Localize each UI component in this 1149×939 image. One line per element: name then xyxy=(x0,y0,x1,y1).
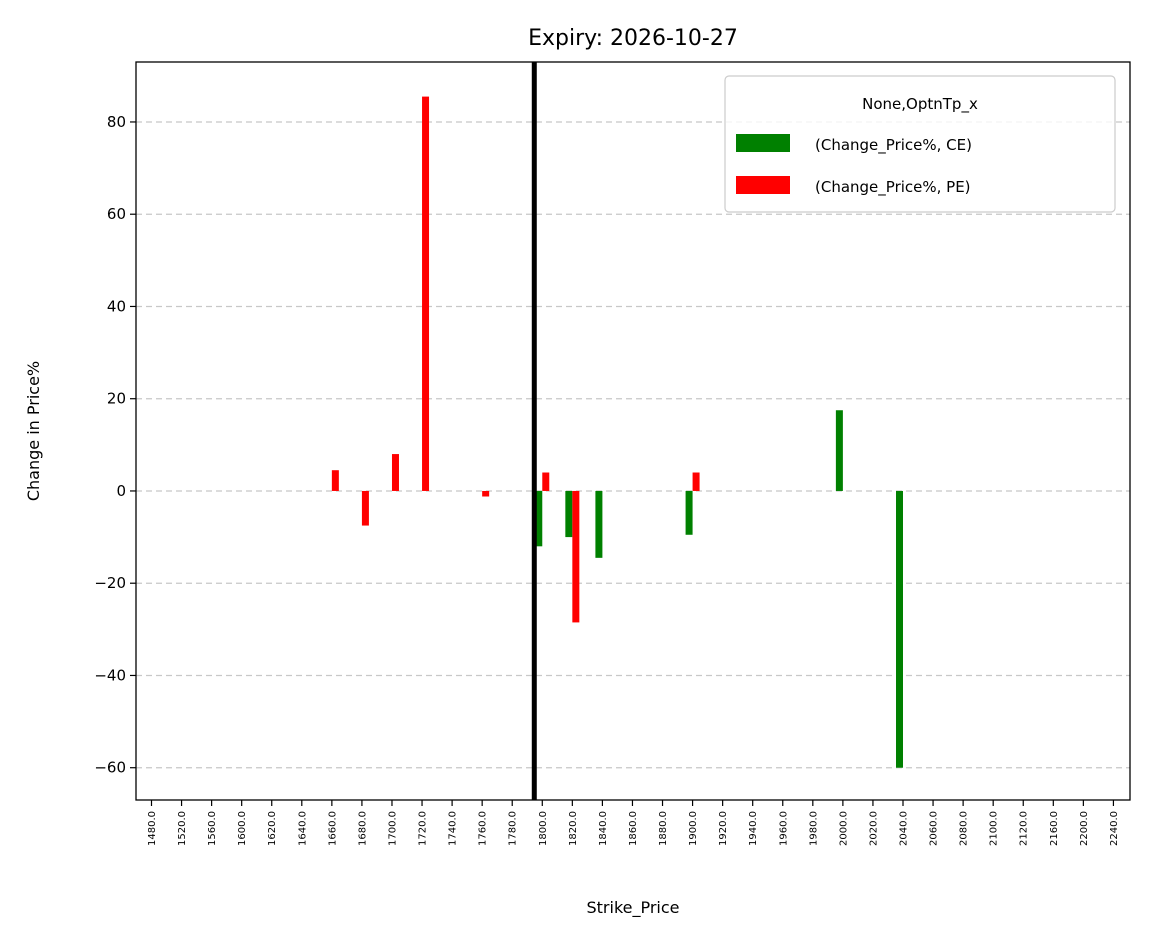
x-tick-label: 1840.0 xyxy=(598,811,609,846)
bar-ce-2040.0 xyxy=(896,490,903,768)
legend-title: None,OptnTp_x xyxy=(862,95,978,114)
bar-pe-1820.0 xyxy=(572,490,580,623)
bar-ce-1900.0 xyxy=(685,490,693,535)
x-tick-label: 1640.0 xyxy=(297,811,308,846)
x-tick-label: 1740.0 xyxy=(448,811,459,846)
x-tick-label: 2240.0 xyxy=(1109,811,1120,846)
x-tick-label: 1620.0 xyxy=(267,811,278,846)
x-tick-label: 1940.0 xyxy=(748,811,759,846)
x-tick-label: 1780.0 xyxy=(508,811,519,846)
y-tick-label: −40 xyxy=(94,666,126,684)
legend-label-pe: (Change_Price%, PE) xyxy=(815,178,971,197)
legend-box xyxy=(724,75,1116,213)
y-tick-label: −60 xyxy=(94,759,126,777)
bar-ce-1800.0 xyxy=(535,490,543,547)
x-tick-label: 2160.0 xyxy=(1049,811,1060,846)
bar-pe-1800.0 xyxy=(542,472,550,491)
y-axis-label: Change in Price% xyxy=(24,361,43,501)
y-axis-ticks: −60 −40 −20 0 20 40 60 80 xyxy=(94,113,136,777)
x-tick-label: 1760.0 xyxy=(478,811,489,846)
x-axis-ticks: 1480.0 1520.0 1560.0 1600.0 1620.0 1640.0 1660… xyxy=(147,800,1120,846)
bar-ce-2000.0 xyxy=(835,410,843,491)
x-tick-label: 2040.0 xyxy=(899,811,910,846)
x-tick-label: 2100.0 xyxy=(989,811,1000,846)
x-tick-label: 1660.0 xyxy=(327,811,338,846)
x-tick-label: 2000.0 xyxy=(838,811,849,846)
x-tick-label: 2200.0 xyxy=(1079,811,1090,846)
x-tick-label: 1480.0 xyxy=(147,811,158,846)
x-tick-label: 2080.0 xyxy=(959,811,970,846)
bar-pe-1760.0 xyxy=(482,490,490,497)
x-tick-label: 1880.0 xyxy=(658,811,669,846)
bar-pe-1660.0 xyxy=(331,470,339,491)
bar-ce-1840.0 xyxy=(595,490,603,558)
x-tick-label: 1820.0 xyxy=(568,811,579,846)
x-tick-label: 1800.0 xyxy=(538,811,549,846)
x-tick-label: 1680.0 xyxy=(357,811,368,846)
x-tick-label: 1980.0 xyxy=(808,811,819,846)
bar-pe-1700.0 xyxy=(391,454,399,491)
x-tick-label: 1900.0 xyxy=(688,811,699,846)
x-axis-label: Strike_Price xyxy=(586,898,679,918)
x-tick-label: 2120.0 xyxy=(1019,811,1030,846)
bar-pe-1900.0 xyxy=(692,472,700,491)
legend-label-ce: (Change_Price%, CE) xyxy=(815,136,972,155)
x-tick-label: 1560.0 xyxy=(207,811,218,846)
x-tick-label: 1520.0 xyxy=(177,811,188,846)
x-tick-label: 1700.0 xyxy=(387,811,398,846)
legend: None,OptnTp_x (Change_Price%, CE) (Chang… xyxy=(724,75,1116,213)
x-tick-label: 1920.0 xyxy=(718,811,729,846)
x-tick-label: 1720.0 xyxy=(418,811,429,846)
bar-ce-1820.0 xyxy=(565,490,573,538)
y-tick-label: 40 xyxy=(107,297,126,315)
legend-swatch-pe xyxy=(736,176,790,194)
bar-pe-1720.0 xyxy=(422,96,430,491)
y-tick-label: −20 xyxy=(94,574,126,592)
x-tick-label: 1600.0 xyxy=(237,811,248,846)
y-tick-label: 0 xyxy=(116,482,126,500)
y-tick-label: 60 xyxy=(107,205,126,223)
x-tick-label: 2020.0 xyxy=(868,811,879,846)
y-tick-label: 80 xyxy=(107,113,126,131)
legend-swatch-ce xyxy=(736,134,790,152)
x-tick-label: 2060.0 xyxy=(929,811,940,846)
chart-title: Expiry: 2026-10-27 xyxy=(528,26,738,51)
grid-lines xyxy=(136,121,1130,769)
bar-pe-1680.0 xyxy=(361,490,369,526)
x-tick-label: 1960.0 xyxy=(778,811,789,846)
y-tick-label: 20 xyxy=(107,390,126,408)
bars xyxy=(331,96,903,768)
x-tick-label: 1860.0 xyxy=(628,811,639,846)
